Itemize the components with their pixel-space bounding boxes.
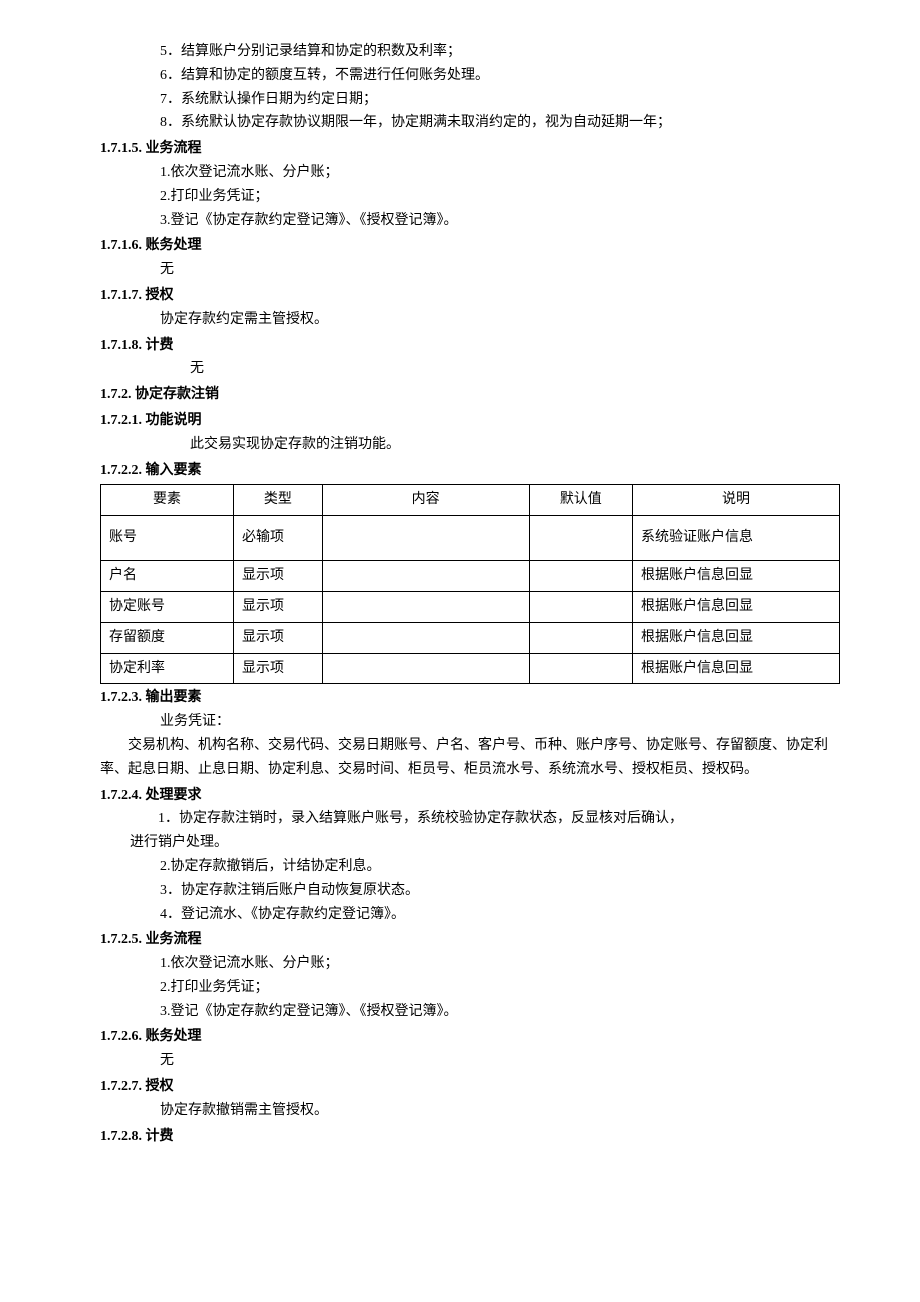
table-cell: 系统验证账户信息 xyxy=(633,516,840,561)
body-text: 此交易实现协定存款的注销功能。 xyxy=(100,433,840,457)
body-text: 协定存款撤销需主管授权。 xyxy=(100,1099,840,1123)
table-cell xyxy=(529,622,632,653)
table-cell xyxy=(529,591,632,622)
body-text: 无 xyxy=(100,1049,840,1073)
list-item: 7．系统默认操作日期为约定日期； xyxy=(100,88,840,112)
list-item: 2.协定存款撤销后，计结协定利息。 xyxy=(100,855,840,879)
table-header: 类型 xyxy=(234,485,323,516)
body-text: 无 xyxy=(100,258,840,282)
list-item: 2.打印业务凭证； xyxy=(100,185,840,209)
table-row: 协定利率 显示项 根据账户信息回显 xyxy=(101,653,840,684)
table-cell: 显示项 xyxy=(234,591,323,622)
section-heading: 1.7.2.5. 业务流程 xyxy=(100,928,840,952)
table-cell: 存留额度 xyxy=(101,622,234,653)
section-heading: 1.7.2.6. 账务处理 xyxy=(100,1025,840,1049)
section-heading: 1.7.2.1. 功能说明 xyxy=(100,409,840,433)
list-item: 3.登记《协定存款约定登记簿》、《授权登记簿》。 xyxy=(100,209,840,233)
section-heading: 1.7.1.6. 账务处理 xyxy=(100,234,840,258)
list-item: 1．协定存款注销时，录入结算账户账号，系统校验协定存款状态，反显核对后确认， xyxy=(130,807,840,831)
list-item: 5．结算账户分别记录结算和协定的积数及利率； xyxy=(100,40,840,64)
table-cell xyxy=(322,622,529,653)
table-cell: 显示项 xyxy=(234,561,323,592)
table-cell: 户名 xyxy=(101,561,234,592)
table-cell xyxy=(322,516,529,561)
section-heading: 1.7.2.3. 输出要素 xyxy=(100,686,840,710)
section-heading: 1.7.1.5. 业务流程 xyxy=(100,137,840,161)
table-header: 内容 xyxy=(322,485,529,516)
list-item: 2.打印业务凭证； xyxy=(100,976,840,1000)
table-cell xyxy=(529,516,632,561)
table-header-row: 要素 类型 内容 默认值 说明 xyxy=(101,485,840,516)
table-cell: 根据账户信息回显 xyxy=(633,561,840,592)
table-cell: 根据账户信息回显 xyxy=(633,622,840,653)
table-cell xyxy=(322,561,529,592)
table-cell: 根据账户信息回显 xyxy=(633,591,840,622)
table-cell: 根据账户信息回显 xyxy=(633,653,840,684)
list-item: 3．协定存款注销后账户自动恢复原状态。 xyxy=(100,879,840,903)
section-heading: 1.7.1.7. 授权 xyxy=(100,284,840,308)
section-heading: 1.7.2.4. 处理要求 xyxy=(100,784,840,808)
table-row: 协定账号 显示项 根据账户信息回显 xyxy=(101,591,840,622)
table-cell: 显示项 xyxy=(234,653,323,684)
list-item: 进行销户处理。 xyxy=(130,831,840,855)
table-cell: 显示项 xyxy=(234,622,323,653)
list-item: 6．结算和协定的额度互转，不需进行任何账务处理。 xyxy=(100,64,840,88)
body-text: 业务凭证： xyxy=(100,710,840,734)
table-row: 账号 必输项 系统验证账户信息 xyxy=(101,516,840,561)
input-elements-table: 要素 类型 内容 默认值 说明 账号 必输项 系统验证账户信息 户名 显示项 根… xyxy=(100,484,840,684)
list-item: 8．系统默认协定存款协议期限一年，协定期满未取消约定的，视为自动延期一年； xyxy=(100,111,840,135)
list-item: 3.登记《协定存款约定登记簿》、《授权登记簿》。 xyxy=(100,1000,840,1024)
section-heading: 1.7.2.8. 计费 xyxy=(100,1125,840,1149)
body-text: 交易机构、机构名称、交易代码、交易日期账号、户名、客户号、币种、账户序号、协定账… xyxy=(100,734,840,782)
table-header: 要素 xyxy=(101,485,234,516)
table-cell: 协定账号 xyxy=(101,591,234,622)
section-heading: 1.7.2.2. 输入要素 xyxy=(100,459,840,483)
table-cell xyxy=(322,653,529,684)
table-cell xyxy=(529,561,632,592)
list-item: 1.依次登记流水账、分户账； xyxy=(100,952,840,976)
section-heading: 1.7.2. 协定存款注销 xyxy=(100,383,840,407)
table-cell: 协定利率 xyxy=(101,653,234,684)
table-row: 存留额度 显示项 根据账户信息回显 xyxy=(101,622,840,653)
table-cell xyxy=(322,591,529,622)
section-heading: 1.7.2.7. 授权 xyxy=(100,1075,840,1099)
body-text: 无 xyxy=(100,357,840,381)
list-item: 4．登记流水、《协定存款约定登记簿》。 xyxy=(100,903,840,927)
table-cell: 账号 xyxy=(101,516,234,561)
body-text: 协定存款约定需主管授权。 xyxy=(100,308,840,332)
table-header: 默认值 xyxy=(529,485,632,516)
table-row: 户名 显示项 根据账户信息回显 xyxy=(101,561,840,592)
section-heading: 1.7.1.8. 计费 xyxy=(100,334,840,358)
table-cell xyxy=(529,653,632,684)
list-item: 1.依次登记流水账、分户账； xyxy=(100,161,840,185)
table-header: 说明 xyxy=(633,485,840,516)
table-cell: 必输项 xyxy=(234,516,323,561)
